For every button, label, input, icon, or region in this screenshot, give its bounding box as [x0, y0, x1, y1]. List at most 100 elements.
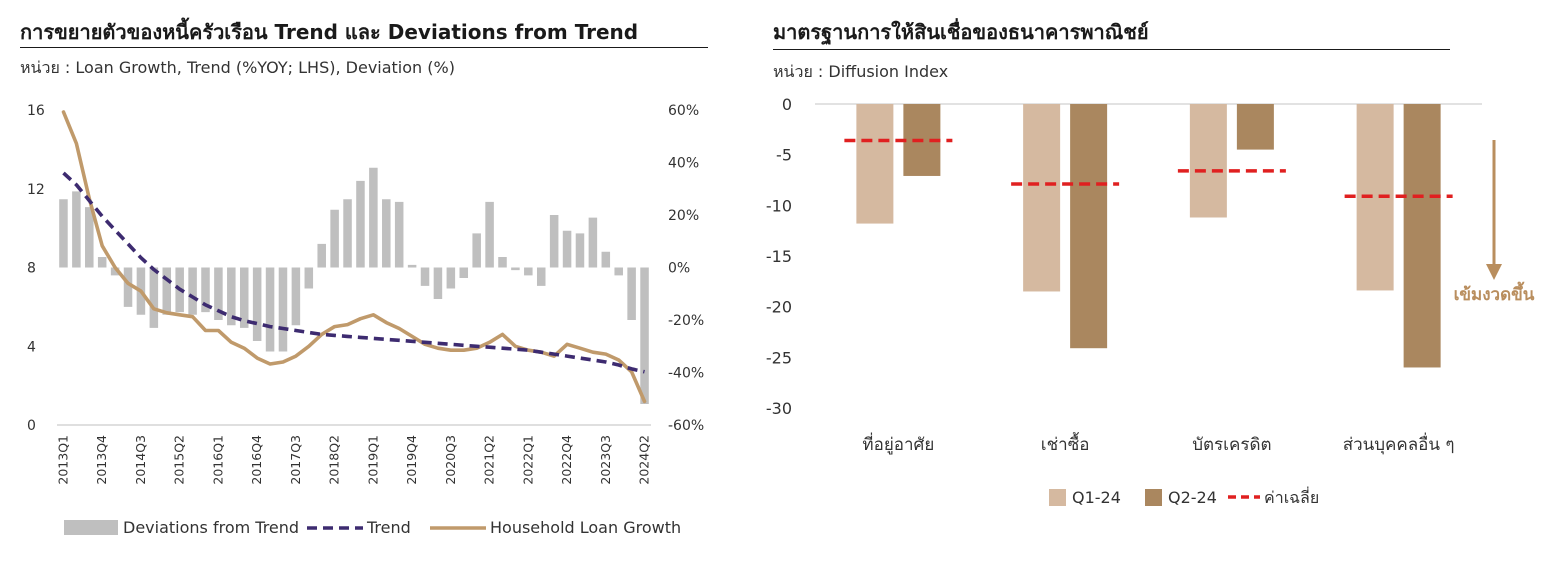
x-tick-2021Q2: 2021Q2 — [482, 435, 497, 485]
deviation-bar-2021Q4 — [511, 267, 520, 271]
y-axis-tick: -30 — [766, 399, 792, 418]
tightening-arrow-head — [1486, 264, 1502, 280]
deviation-bar-2020Q2 — [433, 267, 443, 299]
right-chart-axes: ที่อยู่อาศัย เช่าซื้อ บัตรเครดิต ส่วนบุคคลอ… — [766, 95, 1455, 455]
deviation-bar-2017Q4 — [304, 267, 314, 289]
tightening-label: เข้มงวดขึ้น — [1454, 281, 1535, 305]
legend-label-q1: Q1-24 — [1072, 488, 1121, 507]
legend-label-q2: Q2-24 — [1168, 488, 1217, 507]
x-tick-2019Q4: 2019Q4 — [404, 435, 419, 485]
deviation-bars — [59, 167, 649, 404]
line-series — [61, 110, 647, 404]
right-axis-tick: -40% — [668, 366, 704, 382]
deviation-bar-2019Q4 — [407, 264, 417, 268]
deviation-bar-2017Q1 — [265, 267, 275, 352]
category-label-4: ส่วนบุคคลอื่น ๆ — [1343, 432, 1455, 455]
deviation-bar-2024Q2 — [640, 267, 649, 404]
x-tick-2013Q1: 2013Q1 — [55, 435, 70, 485]
category-label-1: ที่อยู่อาศัย — [862, 432, 934, 455]
right-axis-tick: 20% — [668, 208, 699, 224]
deviation-bar-2023Q3 — [601, 251, 611, 268]
x-tick-2022Q1: 2022Q1 — [520, 435, 535, 485]
deviation-bar-2016Q3 — [239, 267, 249, 328]
deviation-bar-2023Q2 — [588, 217, 598, 268]
x-tick-2016Q1: 2016Q1 — [210, 435, 225, 485]
deviation-bar-2013Q1 — [59, 199, 68, 268]
left-axis-tick: 8 — [27, 261, 36, 277]
right-axis-tick: -60% — [668, 418, 704, 434]
deviation-bar-2024Q1 — [627, 267, 636, 320]
x-tick-2018Q2: 2018Q2 — [327, 435, 342, 485]
legend-swatch-q2 — [1145, 489, 1162, 506]
category-label-3: บัตรเครดิต — [1192, 435, 1271, 455]
credit-standard-bars — [856, 104, 1441, 368]
right-chart: ที่อยู่อาศัย เช่าซื้อ บัตรเครดิต ส่วนบุคคลอ… — [766, 95, 1535, 507]
deviation-bar-2017Q3 — [291, 267, 301, 326]
right-chart-title: มาตรฐานการให้สินเชื่อของธนาคารพาณิชย์ — [773, 20, 1149, 44]
left-chart: 0 4 8 12 16 -60% -40% -20% 0% 20% 40% 60% 2013Q1 2013… — [27, 103, 704, 537]
deviation-bar-2019Q1 — [369, 167, 378, 268]
deviation-bar-2022Q3 — [549, 215, 559, 268]
legend-label-deviation: Deviations from Trend — [123, 518, 299, 537]
deviation-bar-2023Q1 — [575, 233, 585, 268]
x-tick-2013Q4: 2013Q4 — [94, 435, 109, 485]
legend-label-average: ค่าเฉลี่ย — [1264, 486, 1319, 507]
x-tick-2020Q3: 2020Q3 — [443, 435, 458, 485]
legend-swatch-deviation — [64, 520, 118, 535]
bar-q2-4 — [1403, 104, 1441, 368]
right-axis-tick: -20% — [668, 313, 704, 329]
deviation-bar-2016Q1 — [214, 267, 223, 320]
y-axis-tick: -5 — [776, 146, 792, 165]
legend-label-trend: Trend — [366, 518, 411, 537]
deviation-bar-2014Q2 — [123, 267, 133, 307]
right-chart-unit: หน่วย : Diffusion Index — [773, 62, 949, 81]
deviation-bar-2020Q4 — [459, 267, 469, 278]
deviation-bar-2015Q4 — [201, 267, 210, 313]
legend-label-household: Household Loan Growth — [490, 518, 681, 537]
left-chart-legend: Deviations from Trend Trend Household Loan… — [64, 518, 681, 537]
x-tick-2019Q1: 2019Q1 — [365, 435, 380, 485]
right-axis-tick: 60% — [668, 103, 699, 119]
left-chart-title: การขยายตัวของหนี้ครัวเรือน Trend และ Dev… — [20, 20, 639, 44]
y-axis-tick: -10 — [766, 196, 792, 215]
x-tick-2022Q4: 2022Q4 — [559, 435, 574, 485]
x-tick-2023Q3: 2023Q3 — [598, 435, 613, 485]
x-tick-2015Q2: 2015Q2 — [172, 435, 187, 485]
x-tick-2017Q3: 2017Q3 — [288, 435, 303, 485]
left-chart-unit: หน่วย : Loan Growth, Trend (%YOY; LHS), … — [20, 58, 455, 77]
deviation-bar-2022Q2 — [536, 267, 546, 286]
bar-q2-3 — [1236, 104, 1274, 150]
y-axis-tick: 0 — [782, 95, 792, 114]
deviation-bar-2013Q3 — [85, 207, 94, 268]
deviation-bar-2015Q1 — [162, 267, 172, 315]
tightening-annotation: เข้มงวดขึ้น — [1454, 140, 1535, 305]
y-axis-tick: -20 — [766, 298, 792, 317]
deviation-bar-2018Q1 — [317, 243, 326, 268]
left-axis-tick: 16 — [27, 103, 45, 119]
deviation-bar-2022Q1 — [524, 267, 533, 276]
deviation-bar-2023Q4 — [614, 267, 623, 276]
left-axis-tick: 12 — [27, 182, 45, 198]
deviation-bar-2018Q3 — [343, 199, 352, 268]
right-axis-tick: 40% — [668, 156, 699, 172]
deviation-bar-2021Q1 — [472, 233, 481, 268]
left-title-rule — [20, 47, 708, 48]
bar-q1-3 — [1189, 104, 1227, 218]
deviation-bar-2020Q3 — [446, 267, 456, 289]
category-label-2: เช่าซื้อ — [1041, 432, 1090, 455]
bar-q1-2 — [1023, 104, 1061, 292]
deviation-bar-2017Q2 — [278, 267, 288, 352]
deviation-bar-2016Q2 — [227, 267, 236, 326]
deviation-bar-2019Q2 — [382, 199, 391, 268]
average-markers — [844, 138, 1453, 198]
deviation-bar-2018Q4 — [356, 180, 365, 268]
right-chart-legend: Q1-24 Q2-24 ค่าเฉลี่ย — [1049, 486, 1319, 507]
deviation-bar-2014Q1 — [110, 267, 120, 276]
left-chart-axes: 0 4 8 12 16 -60% -40% -20% 0% 20% 40% 60% 2013Q1 2013… — [27, 103, 704, 485]
deviation-bar-2014Q4 — [149, 267, 159, 328]
x-tick-2014Q3: 2014Q3 — [133, 435, 148, 485]
deviation-bar-2015Q3 — [188, 267, 197, 315]
deviation-bar-2018Q2 — [330, 209, 339, 268]
bar-q2-2 — [1070, 104, 1108, 349]
